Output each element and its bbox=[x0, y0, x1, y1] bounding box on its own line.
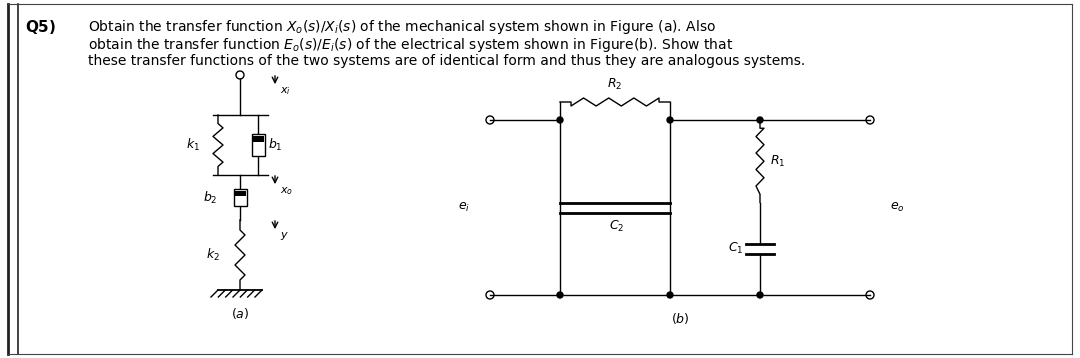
Bar bbox=[252, 134, 265, 156]
Circle shape bbox=[557, 117, 563, 123]
Text: $R_1$: $R_1$ bbox=[770, 154, 785, 169]
Text: $x_o$: $x_o$ bbox=[280, 185, 294, 197]
Text: $(b)$: $(b)$ bbox=[671, 311, 689, 326]
Text: Obtain the transfer function $X_o(s)/X_i(s)$ of the mechanical system shown in F: Obtain the transfer function $X_o(s)/X_i… bbox=[87, 18, 716, 36]
Text: $k_1$: $k_1$ bbox=[186, 137, 200, 153]
Text: $C_2$: $C_2$ bbox=[609, 218, 624, 234]
Circle shape bbox=[667, 292, 673, 298]
Text: these transfer functions of the two systems are of identical form and thus they : these transfer functions of the two syst… bbox=[87, 54, 806, 68]
Bar bbox=[233, 189, 246, 205]
Text: $(a)$: $(a)$ bbox=[231, 306, 249, 321]
Text: $\mathbf{Q5)}$: $\mathbf{Q5)}$ bbox=[25, 18, 56, 36]
Text: $b_1$: $b_1$ bbox=[268, 137, 283, 153]
Circle shape bbox=[557, 292, 563, 298]
Circle shape bbox=[667, 117, 673, 123]
Text: obtain the transfer function $E_o(s)/E_i(s)$ of the electrical system shown in F: obtain the transfer function $E_o(s)/E_i… bbox=[87, 36, 733, 54]
Circle shape bbox=[757, 117, 762, 123]
Bar bbox=[234, 191, 245, 195]
Text: $C_1$: $C_1$ bbox=[728, 241, 743, 256]
Text: $k_2$: $k_2$ bbox=[206, 247, 220, 263]
Bar bbox=[253, 136, 264, 142]
Text: $R_2$: $R_2$ bbox=[607, 77, 623, 92]
Text: $b_2$: $b_2$ bbox=[203, 189, 218, 205]
Text: $y$: $y$ bbox=[280, 230, 289, 242]
Text: $e_o$: $e_o$ bbox=[890, 201, 905, 214]
Text: $x_i$: $x_i$ bbox=[280, 85, 291, 97]
Circle shape bbox=[757, 292, 762, 298]
Text: $e_i$: $e_i$ bbox=[458, 201, 470, 214]
